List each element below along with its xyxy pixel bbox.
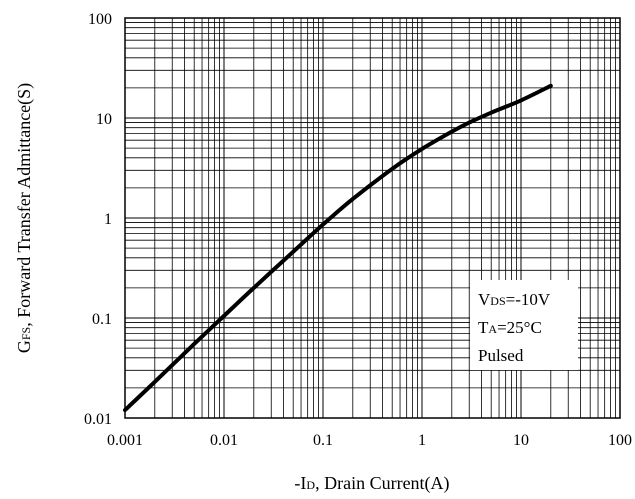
annotation-background bbox=[470, 280, 578, 370]
x-tick-labels: 0.001 0.01 0.1 1 10 100 bbox=[107, 432, 632, 449]
plot-frame bbox=[124, 17, 621, 419]
y-tick-label: 100 bbox=[88, 11, 112, 28]
series-line bbox=[123, 83, 553, 413]
annotation-subscript: DS bbox=[490, 294, 505, 308]
x-tick-label: 0.001 bbox=[107, 432, 143, 449]
curve-layer bbox=[123, 83, 553, 413]
annotation-line: Pulsed bbox=[478, 346, 524, 365]
x-axis-label: -ID, Drain Current(A) bbox=[294, 473, 449, 494]
x-tick-label: 100 bbox=[608, 432, 632, 449]
y-label-rest: , Forward Transfer Admittance(S) bbox=[14, 83, 35, 327]
x-tick-label: 0.1 bbox=[313, 432, 333, 449]
annotation-rest: =-10V bbox=[506, 290, 551, 309]
y-label-subscript: FS bbox=[19, 327, 33, 340]
y-tick-labels: 0.01 0.1 1 10 100 bbox=[84, 11, 112, 428]
annotation-box: VDS=-10V TA=25°C Pulsed bbox=[470, 280, 578, 370]
annotation-main: V bbox=[478, 290, 491, 309]
x-tick-label: 0.01 bbox=[210, 432, 238, 449]
y-tick-label: 10 bbox=[96, 111, 112, 128]
annotation-subscript: A bbox=[488, 322, 497, 336]
y-axis-label: GFS, Forward Transfer Admittance(S) bbox=[14, 83, 35, 353]
annotation-rest: =25°C bbox=[497, 318, 542, 337]
annotation-main: T bbox=[478, 318, 489, 337]
y-label-prefix: G bbox=[14, 340, 34, 353]
y-tick-label: 1 bbox=[104, 211, 112, 228]
x-label-subscript: D bbox=[306, 478, 315, 492]
annotation-line: VDS=-10V bbox=[478, 290, 551, 309]
y-tick-label: 0.1 bbox=[92, 311, 112, 328]
annotation-main: Pulsed bbox=[478, 346, 524, 365]
y-tick-label: 0.01 bbox=[84, 411, 112, 428]
x-tick-label: 1 bbox=[418, 432, 426, 449]
x-tick-label: 10 bbox=[513, 432, 529, 449]
annotation-line: TA=25°C bbox=[478, 318, 542, 337]
x-label-prefix: -I bbox=[294, 473, 306, 493]
x-label-rest: , Drain Current(A) bbox=[315, 473, 449, 494]
